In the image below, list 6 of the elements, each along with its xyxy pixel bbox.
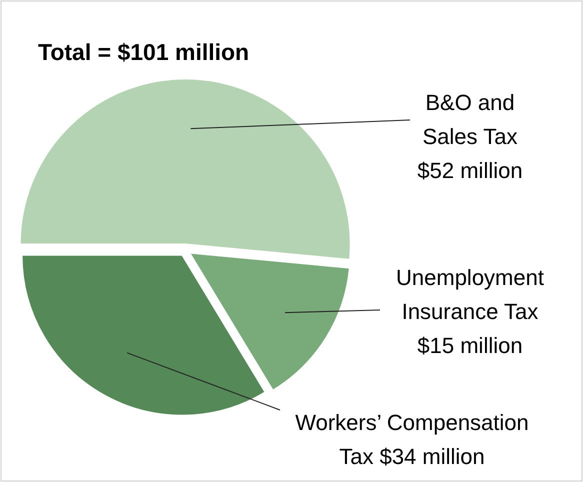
slice-label: Workers’ Compensation Tax $34 million: [295, 410, 529, 469]
data-label: $15 million: [417, 333, 523, 358]
slice-label: Unemployment Insurance Tax: [396, 265, 544, 324]
chart-title: Total = $101 million: [38, 39, 250, 65]
data-label: $52 million: [417, 158, 523, 183]
slice-label: B&O and Sales Tax: [422, 90, 518, 149]
